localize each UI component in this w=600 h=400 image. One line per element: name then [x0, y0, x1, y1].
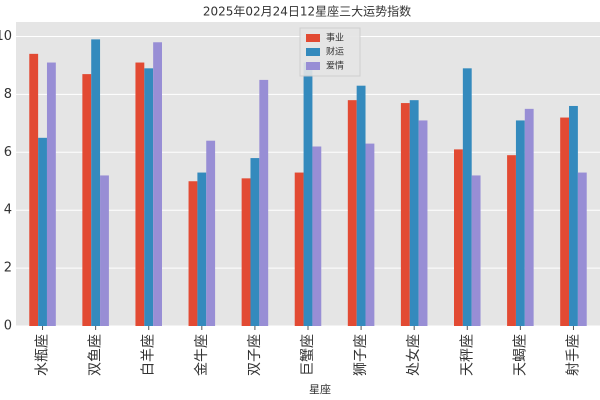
bar: [507, 155, 516, 326]
x-tick-label: 狮子座: [353, 334, 369, 376]
x-tick-label: 射手座: [565, 334, 581, 376]
bar: [524, 108, 534, 326]
x-tick-label: 白羊座: [141, 334, 157, 376]
bar: [188, 181, 198, 326]
chart-title: 2025年02月24日12星座三大运势指数: [203, 4, 411, 19]
x-tick-label: 巨蟹座: [300, 334, 316, 376]
legend-swatch: [306, 62, 320, 70]
bar: [250, 158, 260, 326]
x-tick-label: 双子座: [247, 334, 263, 376]
bar: [38, 137, 47, 326]
x-tick-label: 水瓶座: [35, 334, 51, 376]
y-tick-label: 0: [4, 319, 12, 334]
y-tick-label: 4: [4, 203, 12, 218]
y-tick-label: 6: [4, 145, 12, 160]
bar: [409, 100, 419, 327]
x-tick-label: 处女座: [405, 334, 422, 376]
legend-label: 爱情: [326, 60, 344, 72]
legend-label: 财运: [326, 46, 344, 58]
legend-label: 事业: [326, 32, 344, 44]
bar: [294, 172, 304, 326]
x-tick-label: 金牛座: [194, 334, 210, 376]
bar: [418, 120, 428, 326]
bar: [312, 146, 322, 326]
x-tick-label: 天蝎座: [512, 334, 528, 376]
bar: [197, 172, 207, 326]
bar: [46, 62, 56, 327]
bar: [91, 39, 101, 326]
bar: [400, 103, 410, 326]
bar: [471, 175, 481, 326]
bar: [82, 74, 92, 326]
bar: [153, 42, 162, 327]
bar: [462, 68, 472, 327]
y-tick-label: 8: [4, 87, 12, 102]
x-axis-label: 星座: [309, 382, 331, 396]
legend-swatch: [306, 48, 320, 56]
bar: [241, 178, 251, 326]
bar: [454, 149, 463, 326]
bar: [515, 120, 525, 326]
bar: [100, 175, 109, 326]
bar: [569, 105, 578, 326]
x-tick-label: 天秤座: [459, 334, 475, 376]
bar: [29, 53, 39, 326]
bar: [577, 172, 587, 326]
y-tick-label: 2: [4, 261, 12, 276]
x-tick-label: 双鱼座: [87, 334, 104, 376]
y-tick-label: 10: [0, 29, 12, 44]
bar: [560, 117, 570, 327]
bar: [144, 68, 154, 327]
bar: [365, 143, 375, 326]
bar: [303, 62, 313, 327]
bar: [206, 140, 216, 326]
bar: [356, 85, 366, 326]
bar: [259, 79, 269, 327]
legend-swatch: [306, 34, 320, 42]
bar: [135, 62, 145, 327]
bar: [347, 100, 357, 327]
